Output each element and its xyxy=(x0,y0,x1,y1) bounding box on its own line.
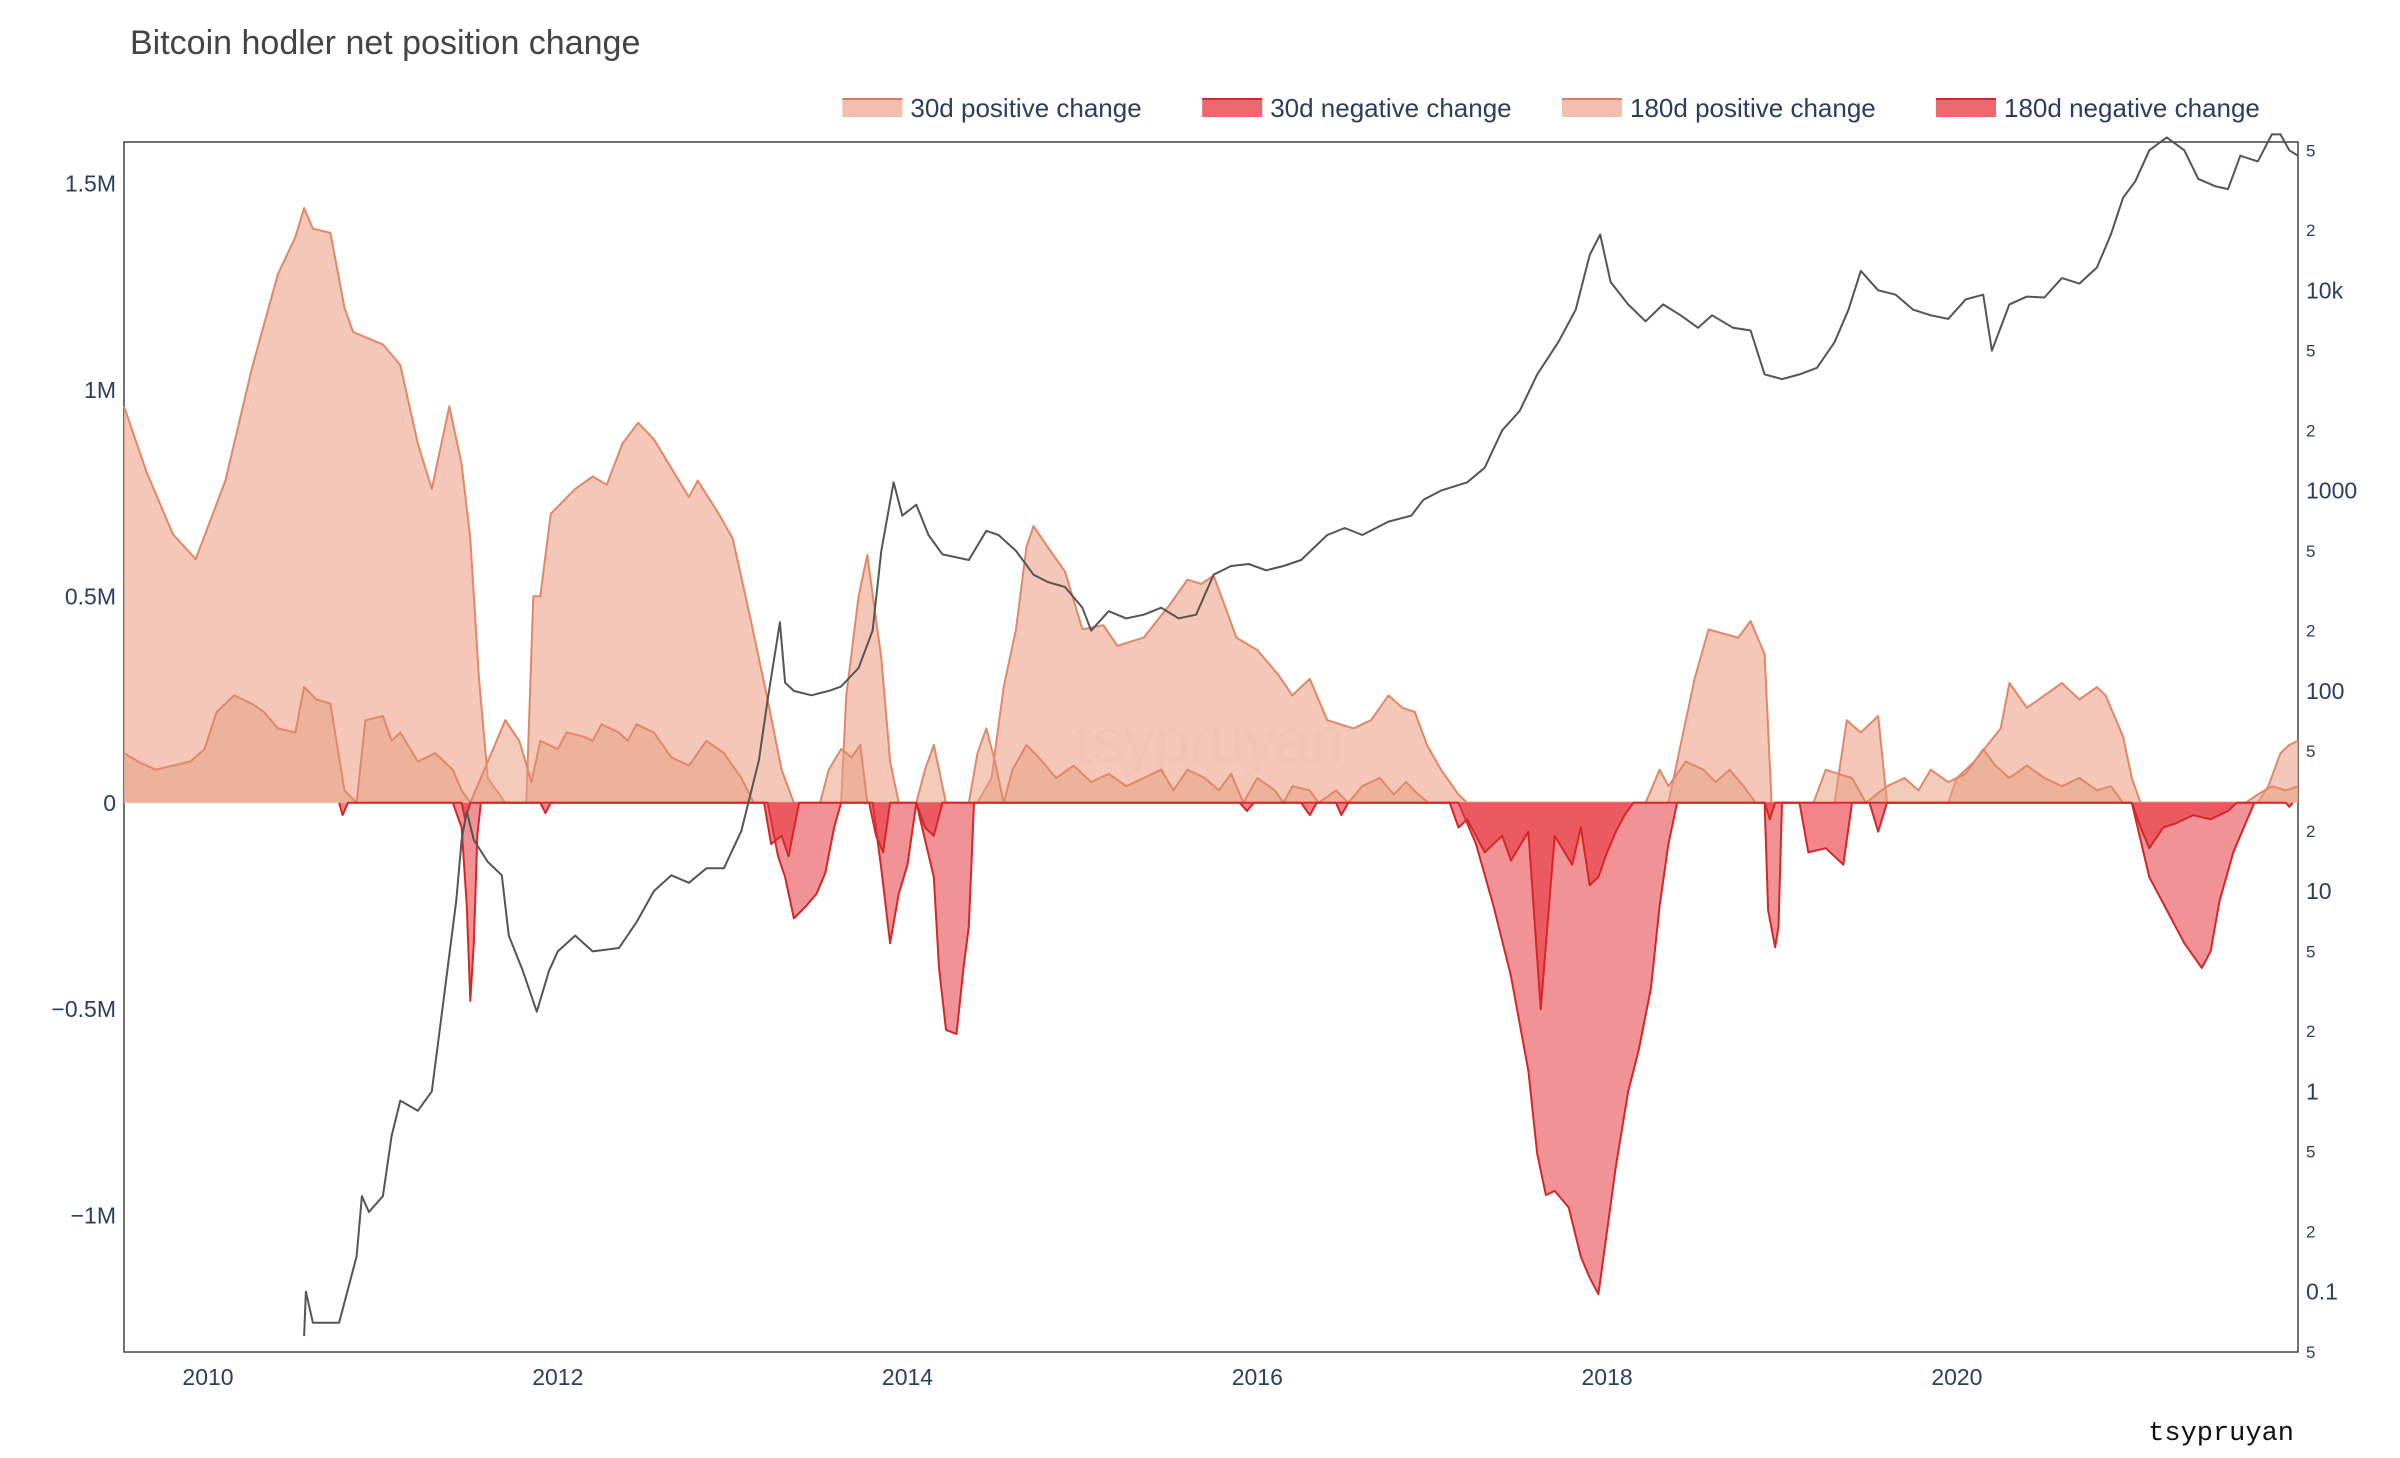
x-tick-label: 2016 xyxy=(1232,1364,1283,1390)
y-right-minor-tick-label: 2 xyxy=(2306,221,2315,240)
x-tick-label: 2012 xyxy=(532,1364,583,1390)
legend-label: 180d positive change xyxy=(1630,93,1876,123)
y-right-minor-tick-label: 5 xyxy=(2306,342,2315,361)
y-right-tick-label: 0.1 xyxy=(2306,1279,2338,1305)
legend-item-180d-negative-change[interactable]: 180d negative change xyxy=(1936,93,2260,123)
legend-swatch xyxy=(1936,99,1996,117)
y-right-minor-tick-label: 2 xyxy=(2306,622,2315,641)
credit-label: tsypruyan xyxy=(2148,1419,2294,1449)
y-left-tick-label: 0 xyxy=(103,790,116,816)
y-left-tick-label: −0.5M xyxy=(51,996,116,1022)
plot-area: tsypruyan xyxy=(123,133,2299,1353)
price-line xyxy=(303,133,2299,1337)
legend-swatch xyxy=(842,99,903,117)
legend-swatch xyxy=(1562,99,1622,117)
y-left-tick-label: 1.5M xyxy=(65,170,116,196)
legend-item-30d-positive-change[interactable]: 30d positive change xyxy=(842,93,1142,123)
y-right-minor-tick-label: 2 xyxy=(2306,1022,2315,1041)
y-right-minor-tick-label: 5 xyxy=(2306,942,2315,961)
y-axis-right: 0.1 1 10 100 1000 10k 5 2 5 2 5 2 5 2 5 2 5 2 5 xyxy=(2306,141,2357,1362)
area-180d-positive-change xyxy=(124,208,2298,803)
line-30d-negative-change xyxy=(338,801,2294,1011)
legend-label: 30d negative change xyxy=(1270,93,1511,123)
y-right-tick-label: 100 xyxy=(2306,678,2344,704)
y-left-tick-label: 1M xyxy=(84,377,116,403)
y-right-minor-tick-label: 2 xyxy=(2306,421,2315,440)
legend-item-180d-positive-change[interactable]: 180d positive change xyxy=(1562,93,1876,123)
line-180d-negative-change xyxy=(451,801,2256,1296)
x-tick-label: 2020 xyxy=(1931,1364,1982,1390)
y-right-minor-tick-label: 2 xyxy=(2306,1222,2315,1241)
line-30d-positive-change xyxy=(123,686,2299,804)
y-right-tick-label: 10k xyxy=(2306,277,2344,303)
legend-item-30d-negative-change[interactable]: 30d negative change xyxy=(1202,93,1512,123)
y-left-tick-label: 0.5M xyxy=(65,583,116,609)
x-tick-label: 2010 xyxy=(182,1364,233,1390)
y-right-minor-tick-label: 5 xyxy=(2306,141,2315,160)
chart-title: Bitcoin hodler net position change xyxy=(130,24,640,62)
x-axis: 2010 2012 2014 2016 2018 2020 xyxy=(182,1364,1982,1390)
y-left-tick-label: −1M xyxy=(71,1203,116,1229)
x-tick-label: 2018 xyxy=(1582,1364,1633,1390)
y-axis-left: 1.5M 1M 0.5M 0 −0.5M −1M xyxy=(51,170,116,1228)
legend-label: 180d negative change xyxy=(2004,93,2260,123)
area-30d-positive-change xyxy=(124,687,2298,803)
area-series xyxy=(123,207,2299,1296)
y-right-minor-tick-label: 5 xyxy=(2306,742,2315,761)
y-right-tick-label: 1000 xyxy=(2306,478,2357,504)
legend-label: 30d positive change xyxy=(910,93,1141,123)
price-series xyxy=(303,133,2299,1337)
y-right-minor-tick-label: 5 xyxy=(2306,1343,2315,1362)
y-right-minor-tick-label: 5 xyxy=(2306,542,2315,561)
y-right-tick-label: 10 xyxy=(2306,878,2332,904)
y-right-tick-label: 1 xyxy=(2306,1078,2319,1104)
x-tick-label: 2014 xyxy=(882,1364,933,1390)
y-right-minor-tick-label: 2 xyxy=(2306,822,2315,841)
legend: 30d positive change 30d negative change 18… xyxy=(842,93,2260,123)
legend-swatch xyxy=(1202,99,1263,117)
y-right-minor-tick-label: 5 xyxy=(2306,1143,2315,1162)
